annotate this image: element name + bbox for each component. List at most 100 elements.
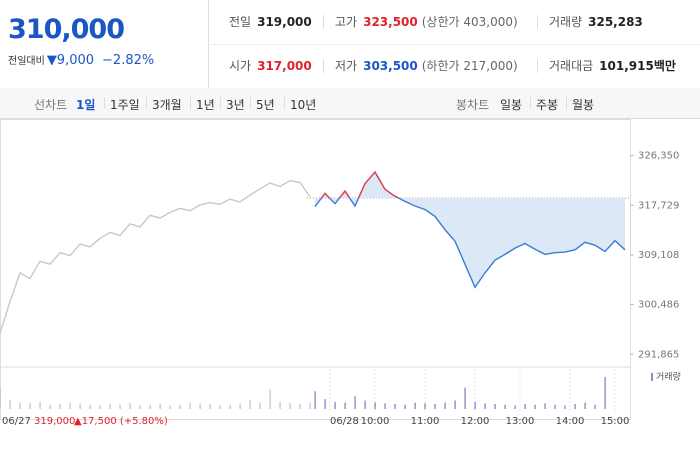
chart: 291,865 300,486 309,108 317,729 326,350 06/27… (0, 119, 681, 427)
separator (146, 97, 147, 109)
prev-change: ▲17,500 (+5.80%) (74, 416, 168, 427)
period-tab[interactable]: 10년 (290, 98, 317, 112)
volume-bar (364, 400, 366, 409)
quote-panel: 310,000 전일대비 ▼9,000 −2.82% 전일 319,000 고가 323,… (0, 0, 700, 89)
y-tick-label: 300,486 (638, 300, 679, 311)
volume-bar (279, 401, 281, 409)
volume-bar (159, 404, 161, 409)
x-tick-label: 10:00 (361, 416, 390, 427)
volume-bar (474, 401, 476, 409)
volume-bar (594, 404, 596, 409)
quote-key: 시가 (229, 59, 252, 73)
period-tab[interactable]: 1주일 (110, 98, 140, 112)
volume-bar (314, 391, 316, 409)
volume-bar (149, 404, 151, 409)
quote-value: 319,000 (257, 15, 312, 29)
volume-bar (534, 404, 536, 409)
period-tab[interactable]: 3년 (226, 98, 245, 112)
candle-tab[interactable]: 월봉 (572, 98, 595, 112)
quote-cell: 고가 323,500 (상한가 403,000) (335, 12, 518, 32)
volume-bar (139, 405, 141, 409)
volume-bar (524, 404, 526, 409)
x-tick-label: 11:00 (411, 416, 440, 427)
volume-bar (434, 404, 436, 409)
change-amount: ▼9,000 (46, 53, 95, 68)
volume-bar (89, 404, 91, 409)
quote-cell: 저가 303,500 (하한가 217,000) (335, 56, 518, 76)
volume-bar (574, 404, 576, 409)
legend-swatch (651, 373, 653, 381)
quote-cell: 전일 319,000 (229, 12, 312, 32)
volume-bar (344, 402, 346, 409)
tab-label: 봉차트 (456, 98, 490, 112)
change-rate: −2.82% (102, 53, 155, 68)
volume-bar (99, 405, 101, 409)
quote-value: 101,915 (599, 59, 654, 73)
volume-bar (309, 402, 311, 409)
quote-key: 거래대금 (549, 59, 594, 73)
volume-bar (494, 404, 496, 409)
volume-bar (259, 402, 261, 409)
volume-bar (9, 400, 11, 409)
volume-bar (19, 402, 21, 409)
y-tick-label: 291,865 (638, 349, 679, 360)
quote-cell: 거래대금 101,915백만 (549, 56, 676, 76)
quote-sub: (하한가 217,000) (421, 59, 518, 73)
volume-bar (414, 402, 416, 409)
volume-bar (334, 401, 336, 409)
area-fill (315, 172, 625, 288)
period-tab[interactable]: 1일 (76, 98, 96, 112)
volume-bar (354, 396, 356, 409)
x-tick-label: 13:00 (506, 416, 535, 427)
quote-key: 전일 (229, 15, 252, 29)
x-tick-label: 12:00 (461, 416, 490, 427)
y-tick-label: 317,729 (638, 200, 679, 211)
x-tick-label: 14:00 (556, 416, 585, 427)
volume-bar (59, 404, 61, 409)
volume-bar (109, 404, 111, 409)
volume-bar (444, 402, 446, 409)
volume-bar (219, 405, 221, 409)
quote-cell: 거래량 325,283 (549, 12, 643, 32)
volume-bar (39, 401, 41, 409)
volume-bar (269, 389, 271, 409)
y-tick-label: 309,108 (638, 250, 679, 261)
volume-bar (239, 403, 241, 409)
volume-bar (49, 404, 51, 409)
quote-cell: 시가 317,000 (229, 56, 312, 76)
volume-bar (454, 400, 456, 409)
separator (284, 97, 285, 109)
volume-bar (544, 403, 546, 409)
change-label: 전일대비 (8, 56, 45, 67)
plot-frame (0, 119, 631, 420)
separator (566, 97, 567, 109)
volume-bar (199, 403, 201, 409)
volume-bar (209, 404, 211, 409)
volume-bar (69, 402, 71, 409)
volume-bar (0, 387, 1, 409)
legend-label: 거래량 (656, 371, 681, 383)
volume-bar (189, 402, 191, 409)
separator (104, 97, 105, 109)
volume-bar (169, 405, 171, 409)
quote-value: 325,283 (588, 15, 643, 29)
price-line-up (320, 170, 400, 198)
volume-bar (79, 403, 81, 409)
volume-bar (514, 405, 516, 409)
candle-tab[interactable]: 주봉 (536, 98, 559, 112)
volume-bar (554, 404, 556, 409)
candle-tab[interactable]: 일봉 (500, 98, 523, 112)
period-tab[interactable]: 3개월 (152, 98, 182, 112)
period-tab[interactable]: 1년 (196, 98, 215, 112)
divider (208, 44, 700, 45)
volume-bar (299, 404, 301, 409)
x-tick-label: 15:00 (601, 416, 630, 427)
volume-bar (504, 404, 506, 409)
volume-bar (129, 403, 131, 409)
period-tab[interactable]: 5년 (256, 98, 275, 112)
price-line (0, 179, 311, 334)
quote-key: 저가 (335, 59, 358, 73)
quote-key: 고가 (335, 15, 358, 29)
quote-value: 317,000 (257, 59, 312, 73)
volume-bar (404, 404, 406, 409)
